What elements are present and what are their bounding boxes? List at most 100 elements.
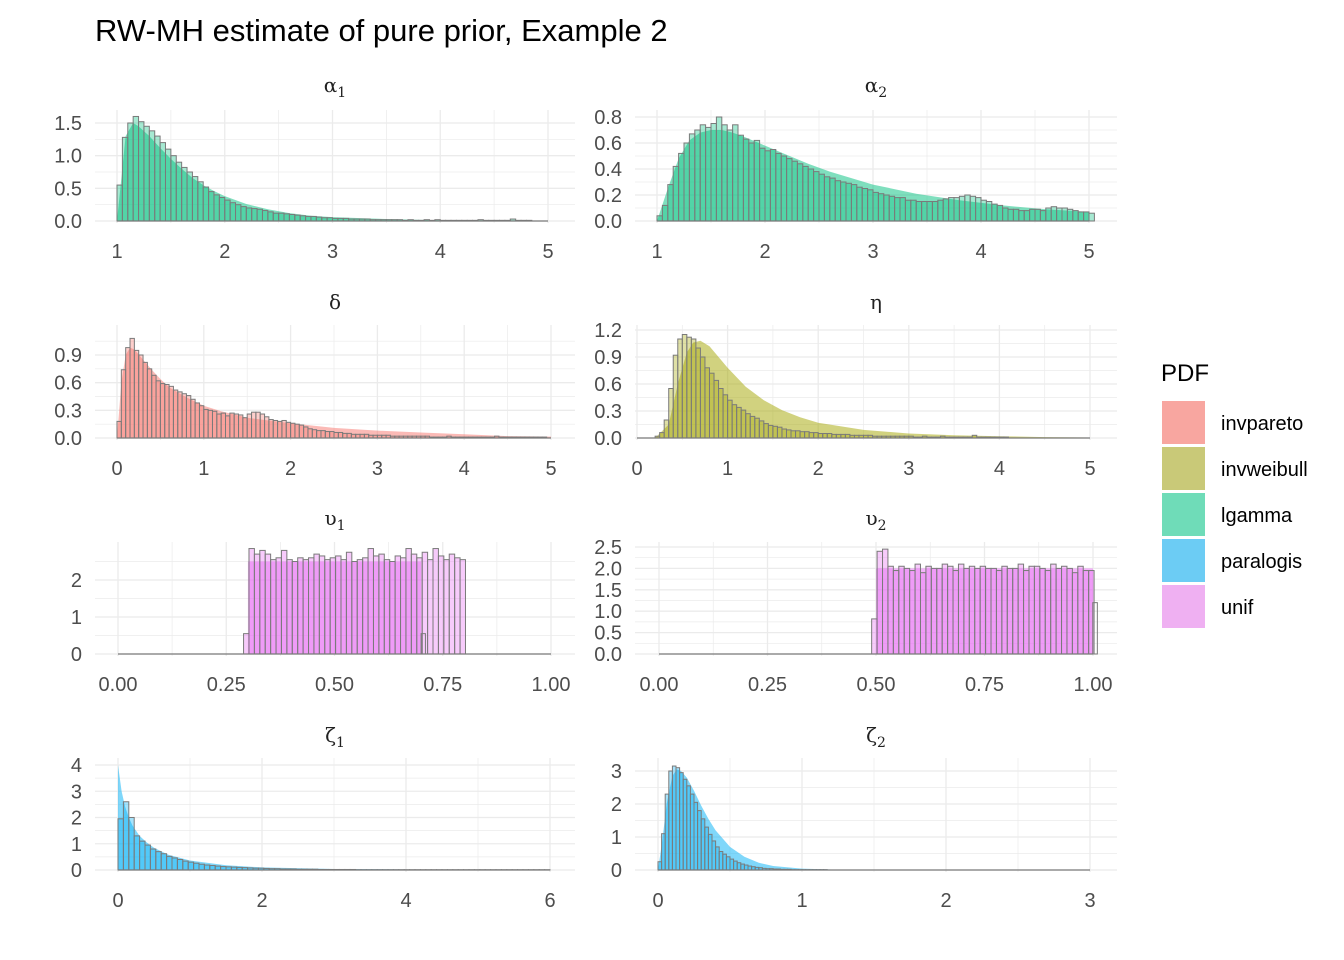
legend-label: invpareto [1221,413,1303,435]
histogram-bar [718,851,724,871]
histogram-bar [267,211,274,222]
histogram-bar [813,432,819,439]
histogram-bar [170,155,177,222]
histogram-bar [329,431,335,439]
histogram-bar [740,863,745,871]
histogram-bar [834,180,842,222]
histogram-bar [822,433,828,439]
histogram-bar [887,565,894,655]
panel-upsilon2: 0.00.51.01.52.02.5 0.00 0.25 0.50 0.75 1.00 υ2 [594,506,1117,696]
x-tick-label: 1 [198,458,209,480]
x-tick-label: 0.25 [207,674,246,696]
histogram-bar [996,204,1004,222]
histogram-bar [229,202,237,222]
histogram-bar [362,557,369,655]
histogram-bar [926,201,933,222]
histogram-bar [711,840,717,871]
density-area-unif [876,568,1093,654]
histogram-bar [437,555,445,655]
panel-title: α2 [865,73,887,101]
histogram-bar [116,184,123,222]
x-tick-label: 0.75 [965,674,1004,696]
histogram-bar [142,361,148,439]
histogram-bar [190,398,196,439]
y-tick-label: 1 [71,607,82,629]
histogram-bar [780,155,788,222]
histogram-bar [1023,210,1031,222]
x-tick-label: 2 [940,890,951,912]
histogram-bar [772,425,778,439]
histogram-bar [1033,565,1041,655]
panel-title-symbol: υ [865,506,877,530]
histogram-bar [678,152,685,222]
histogram-bar [132,115,140,222]
histogram-bar [242,417,248,439]
y-tick-label: 0.0 [594,644,622,666]
histogram-bar [164,384,170,439]
histogram-bar [1012,567,1019,655]
y-tick-label: 0.8 [594,107,622,129]
histogram-bar [1055,567,1063,655]
histogram-bar [781,428,787,439]
histogram-bar [808,432,815,439]
histogram-bar [659,432,665,439]
histogram-bar [203,864,211,871]
legend-item-invpareto: invpareto [1162,401,1303,444]
histogram-bar [1072,210,1079,222]
histogram-bar [202,186,210,222]
histogram-bar [1039,210,1047,222]
x-tick-label: 0.25 [748,674,787,696]
x-tick-label: 1.00 [532,674,571,696]
histogram-bar [980,199,987,222]
histogram-bar [303,426,309,439]
histogram-bar [146,368,153,439]
panel-title: η [870,290,882,314]
histogram-bar [850,184,858,222]
histogram-bar [668,770,673,871]
panel-title: δ [329,290,341,314]
histogram-bar [299,215,307,222]
legend-label: paralogis [1221,551,1302,573]
histogram-bar [1039,567,1046,655]
histogram-bar [159,383,166,439]
histogram-bar [203,408,209,439]
histogram-bar [268,419,274,439]
panel-alpha1: 0.00.51.01.51 2 3 4 5α1 [54,73,575,263]
panel-title: υ1 [324,506,345,534]
histogram-bar [138,121,145,222]
y-tick-label: 0.0 [54,428,82,450]
histogram-bar [708,372,715,439]
histogram-bar [285,421,292,439]
histogram-bar [155,380,161,439]
y-tick-label: 0.5 [594,623,622,645]
x-tick-label: 4 [994,458,1005,480]
histogram-bar [448,553,456,655]
histogram-bar [186,171,193,222]
y-tick-label: 2 [611,794,622,816]
histogram-bar [459,559,466,655]
x-tick-label: 0.00 [640,674,679,696]
histogram-bar [1028,565,1035,655]
histogram-bar [704,826,709,871]
histogram-bar [394,555,402,655]
histogram-bar [255,411,261,439]
histogram [116,337,548,439]
histogram-bar [799,431,806,439]
y-tick-label: 0.4 [594,159,622,181]
histogram-bar [182,860,189,871]
histogram-bar [791,160,798,222]
y-tick-label: 0.9 [54,345,82,367]
x-tick-label: 1 [651,241,662,263]
histogram-bar [246,413,253,439]
panel-title-symbol: α [865,73,879,97]
legend-key [1162,493,1205,536]
histogram-bar [667,184,674,222]
histogram-bar [898,565,905,655]
histogram-bar [337,431,344,439]
histogram-bar [795,430,801,439]
legend-key [1162,447,1205,490]
histogram-bar [351,561,358,655]
histogram-bar [259,549,266,655]
histogram-bar [335,555,342,655]
histogram-bar [732,124,739,222]
